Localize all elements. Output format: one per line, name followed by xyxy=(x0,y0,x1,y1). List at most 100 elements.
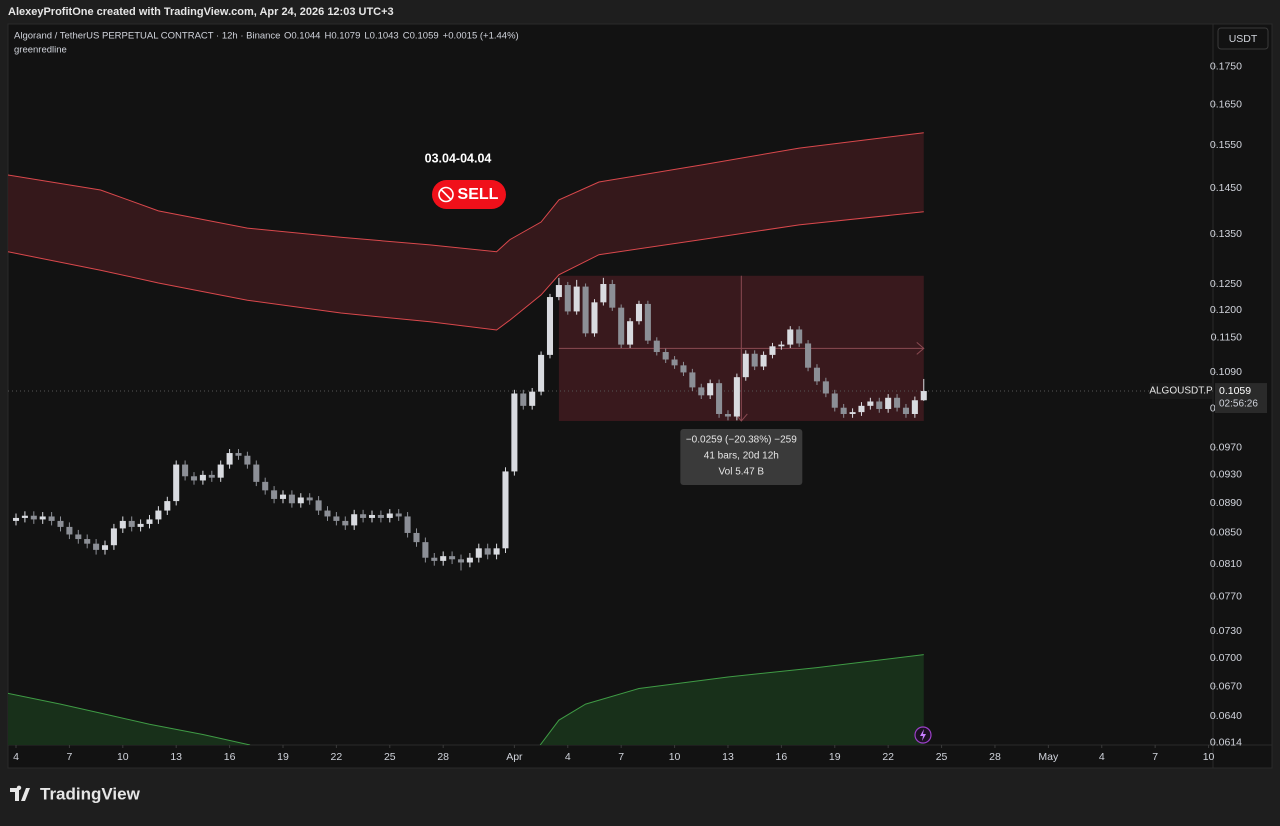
currency[interactable]: USDT xyxy=(1229,33,1258,45)
brand[interactable]: TradingView xyxy=(10,784,141,803)
candle-body xyxy=(573,286,580,312)
candle-body xyxy=(591,302,598,334)
indicator-name: greenredline xyxy=(14,45,67,56)
x-tick-label: 16 xyxy=(776,751,788,763)
candle-body xyxy=(279,494,287,499)
x-tick-label: 25 xyxy=(384,751,396,763)
x-tick-label: 19 xyxy=(829,751,841,763)
ohlc-label: H0.1079 xyxy=(324,31,360,42)
candle-body xyxy=(75,534,82,540)
alert-bolt xyxy=(920,729,926,741)
candle-body xyxy=(21,515,28,518)
signal-date: 03.04-04.04 xyxy=(425,151,492,165)
candle-body xyxy=(101,545,109,550)
y-tick-label: 0.0770 xyxy=(1210,591,1242,603)
candle-body xyxy=(93,543,100,550)
candle-body xyxy=(48,516,55,521)
candle-body xyxy=(404,516,411,533)
x-tick-label: 25 xyxy=(936,751,948,763)
candle-body xyxy=(146,519,153,524)
support-fill xyxy=(540,654,924,745)
candle-body xyxy=(306,497,313,501)
chart-title: Algorand / TetherUS PERPETUAL CONTRACT ·… xyxy=(14,31,280,42)
x-tick-label: 22 xyxy=(882,751,894,763)
candle-body xyxy=(644,303,651,341)
candle-body xyxy=(911,400,918,414)
candle-body xyxy=(627,321,634,345)
candle-body xyxy=(155,510,162,520)
candle-body xyxy=(457,559,465,563)
candle-body xyxy=(618,307,625,345)
candle-body xyxy=(840,407,847,414)
y-tick-label: 0.0810 xyxy=(1210,558,1242,570)
candle-body xyxy=(680,365,687,373)
candle-body xyxy=(128,520,135,527)
band-lower xyxy=(8,211,924,331)
candle-body xyxy=(244,455,251,465)
candle-body xyxy=(538,354,545,392)
y-tick-label: 0.0640 xyxy=(1210,710,1242,722)
candle-body xyxy=(724,413,731,417)
candle-body xyxy=(760,354,767,367)
y-tick-label: 0.1550 xyxy=(1210,139,1242,151)
candle-body xyxy=(119,520,126,529)
y-tick-label: 0.1450 xyxy=(1210,182,1242,194)
candle-body xyxy=(831,393,838,408)
candle-body xyxy=(502,471,509,549)
candle-body xyxy=(173,464,180,502)
ohlc-label: O0.1044 xyxy=(284,31,320,42)
candle-body xyxy=(377,514,384,518)
y-tick-label: 0.1200 xyxy=(1210,304,1242,316)
currency-button[interactable]: USDT xyxy=(1217,27,1269,50)
x-tick-label: Apr xyxy=(506,751,523,763)
price-tag xyxy=(1215,383,1267,414)
candle-body xyxy=(288,494,295,504)
candle-body xyxy=(546,297,554,355)
measure-label: Vol 5.47 B xyxy=(719,467,765,478)
candle-body xyxy=(742,353,749,378)
x-tick-label: 10 xyxy=(117,751,129,763)
x-tick-label: 28 xyxy=(989,751,1001,763)
support-line xyxy=(539,654,924,745)
candle-body xyxy=(253,464,260,482)
x-tick-label: 4 xyxy=(1099,751,1105,763)
ohlc-label: C0.1059 xyxy=(403,31,439,42)
x-tick-label: 7 xyxy=(618,751,624,763)
band-upper xyxy=(8,132,924,253)
x-tick-label: 10 xyxy=(669,751,681,763)
candle-body xyxy=(689,372,696,388)
candle-body xyxy=(733,377,740,417)
x-tick-label: 7 xyxy=(66,751,72,763)
candle-body xyxy=(600,284,607,303)
currency-box[interactable] xyxy=(1217,27,1269,50)
candle-body xyxy=(271,490,278,499)
x-tick-label: 16 xyxy=(224,751,236,763)
brand-name[interactable]: TradingView xyxy=(40,784,141,803)
x-tick-label: 10 xyxy=(1203,751,1215,763)
candle-body xyxy=(333,516,340,521)
measure-label: −0.0259 (−20.38%) −259 xyxy=(686,435,797,446)
candle-body xyxy=(609,284,616,308)
candle-body xyxy=(778,344,785,347)
candle-body xyxy=(440,556,447,561)
x-tick-label: 4 xyxy=(13,751,19,763)
candle-body xyxy=(164,501,171,511)
candle-body xyxy=(466,557,473,563)
signal-icon-slash xyxy=(440,188,452,201)
y-tick-label: 0.0970 xyxy=(1210,441,1242,453)
x-tick-label: 13 xyxy=(170,751,182,763)
candle-body xyxy=(751,353,758,367)
signal-label: SELL xyxy=(458,186,499,203)
candle-body xyxy=(813,367,820,382)
y-tick-label: 0.1350 xyxy=(1210,228,1242,240)
candle-body xyxy=(66,526,73,535)
candle-body xyxy=(110,528,117,546)
candle-body xyxy=(582,286,589,334)
y-tick-label: 0.0670 xyxy=(1210,680,1242,692)
candle-body xyxy=(324,510,331,517)
support-line xyxy=(8,692,251,745)
candle-body xyxy=(360,514,367,518)
x-tick-label: 28 xyxy=(437,751,449,763)
y-tick-label: 0.0730 xyxy=(1210,625,1242,637)
